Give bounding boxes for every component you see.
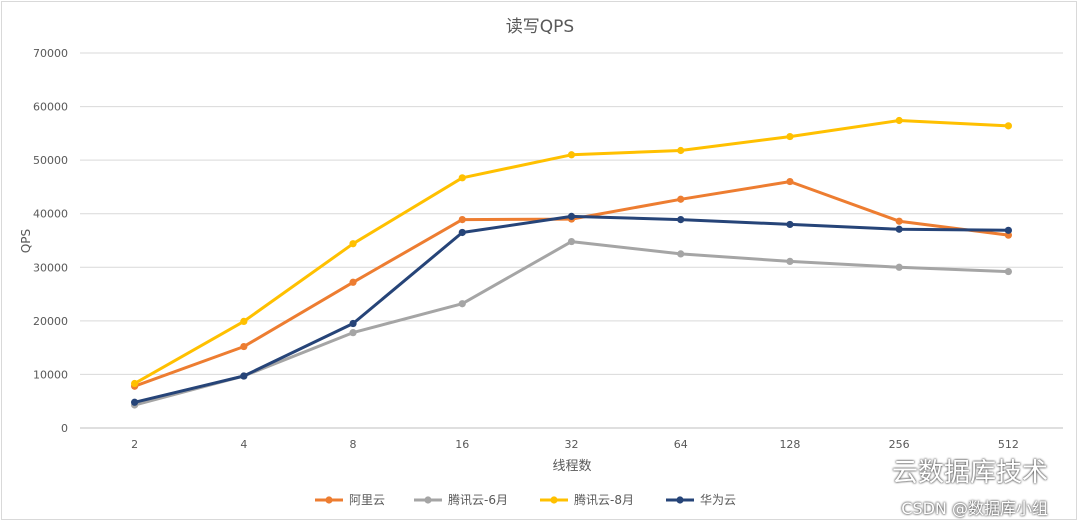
legend-label: 腾讯云-8月 [574, 492, 634, 507]
data-point [1004, 122, 1012, 130]
legend-item: 阿里云 [315, 493, 385, 507]
y-tick-label: 20000 [33, 315, 68, 328]
data-point [131, 398, 139, 406]
data-point [786, 220, 794, 229]
legend-marker [550, 496, 558, 504]
legend: 阿里云 腾讯云-6月 腾讯云-8月 华为云 [315, 492, 736, 507]
legend-marker [676, 496, 684, 504]
legend-label: 华为云 [700, 493, 736, 507]
data-point [349, 319, 357, 328]
data-point [567, 212, 576, 220]
data-point [240, 372, 248, 380]
series-group [131, 212, 1012, 406]
data-point [677, 250, 685, 258]
chart-title: 读写QPS [506, 17, 574, 37]
data-point [677, 146, 685, 155]
y-tick-label: 30000 [33, 261, 68, 274]
data-point [458, 228, 466, 237]
data-point [1004, 267, 1012, 276]
watermark-title: 云数据库技术 [891, 458, 1048, 488]
data-point [349, 329, 357, 337]
x-tick-label: 32 [565, 438, 579, 451]
wechat-icon [851, 454, 886, 487]
data-point [458, 300, 466, 308]
y-tick-labels: 0 10000 20000 30000 40000 50000 60000 70000 [33, 47, 68, 435]
data-point [1004, 226, 1012, 234]
series-lines [131, 116, 1012, 409]
legend-item: 腾讯云-6月 [414, 492, 508, 507]
series-group [131, 237, 1012, 409]
data-point [786, 132, 794, 141]
x-tick-labels: 2 4 8 16 32 64 128 256 512 [131, 438, 1019, 451]
y-tick-label: 0 [61, 422, 68, 435]
y-tick-label: 10000 [33, 368, 68, 381]
data-point [131, 379, 139, 388]
data-point [567, 237, 576, 246]
x-tick-label: 8 [350, 438, 357, 451]
y-axis-title: QPS [19, 229, 33, 253]
y-tick-label: 60000 [33, 101, 68, 114]
legend-label: 腾讯云-6月 [448, 492, 508, 507]
x-tick-label: 512 [998, 438, 1019, 451]
data-point [677, 195, 685, 203]
x-tick-label: 64 [674, 438, 688, 451]
data-point [786, 257, 794, 265]
legend-marker [325, 496, 333, 504]
data-point [240, 317, 248, 325]
series-line [133, 180, 1010, 388]
data-point [240, 342, 248, 351]
data-point [895, 116, 903, 125]
x-tick-label: 4 [240, 438, 247, 451]
data-point [895, 263, 903, 271]
legend-label: 阿里云 [349, 493, 385, 507]
series-group [131, 116, 1012, 388]
series-group [131, 177, 1012, 390]
data-point [349, 278, 357, 286]
data-point [895, 217, 903, 225]
legend-item: 腾讯云-8月 [540, 492, 634, 507]
x-tick-label: 128 [779, 438, 800, 451]
data-point [895, 225, 903, 233]
legend-marker [424, 496, 432, 504]
data-point [567, 151, 576, 159]
x-tick-label: 16 [455, 438, 469, 451]
x-tick-label: 256 [889, 438, 910, 451]
data-point [458, 174, 466, 182]
y-tick-label: 40000 [33, 208, 68, 221]
watermark: 云数据库技术 CSDN @数据库小组 [851, 452, 1048, 519]
x-axis-title: 线程数 [552, 459, 591, 474]
data-point [786, 177, 794, 186]
data-point [458, 216, 466, 224]
legend-item: 华为云 [666, 493, 736, 507]
data-point [677, 216, 685, 224]
x-tick-label: 2 [131, 438, 138, 451]
series-line [133, 240, 1010, 407]
data-point [349, 240, 357, 248]
watermark-subtitle: CSDN @数据库小组 [901, 499, 1048, 518]
y-tick-label: 50000 [33, 154, 68, 167]
y-tick-label: 70000 [33, 47, 68, 60]
